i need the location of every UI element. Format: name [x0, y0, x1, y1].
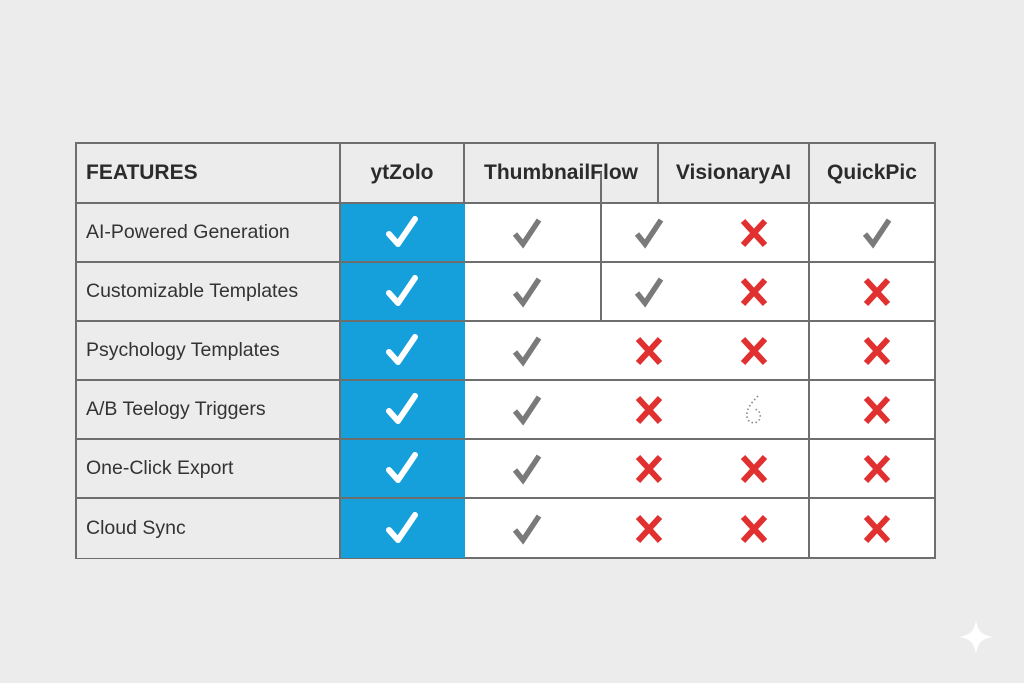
table-row: Cloud Sync: [77, 499, 934, 558]
table-row: A/B Teelogy Triggers: [77, 381, 934, 440]
checkmark-icon: [507, 213, 547, 253]
table-row: AI-Powered Generation: [77, 204, 934, 263]
checkmark-icon: [382, 509, 422, 549]
cross-icon: [734, 272, 774, 312]
feature-label: AI-Powered Generation: [77, 204, 341, 261]
checkmark-icon: [507, 390, 547, 430]
checkmark-icon: [507, 272, 547, 312]
feature-label: Cloud Sync: [77, 499, 341, 558]
divider: [600, 263, 602, 320]
header-features: FEATURES: [77, 144, 341, 204]
cross-icon: [734, 213, 774, 253]
feature-label: A/B Teelogy Triggers: [77, 381, 341, 438]
cross-icon: [734, 509, 774, 549]
spinner-icon: [734, 390, 774, 430]
divider: [808, 381, 810, 438]
checkmark-icon: [382, 449, 422, 489]
checkmark-icon: [507, 449, 547, 489]
divider: [808, 322, 810, 379]
header-quickpic: QuickPic: [810, 144, 934, 204]
cross-icon: [629, 390, 669, 430]
checkmark-icon: [382, 390, 422, 430]
checkmark-icon: [382, 331, 422, 371]
divider: [808, 499, 810, 558]
checkmark-icon: [629, 272, 669, 312]
header-ytzolo: ytZolo: [341, 144, 465, 204]
feature-label: Customizable Templates: [77, 263, 341, 320]
table-row: One-Click Export: [77, 440, 934, 499]
checkmark-icon: [507, 331, 547, 371]
divider: [600, 172, 602, 204]
feature-label: One-Click Export: [77, 440, 341, 497]
header-thumbnailflow: ThumbnailFlow: [465, 144, 659, 204]
sparkle-icon: [958, 619, 994, 655]
header-visionaryai: VisionaryAI: [659, 144, 810, 204]
cross-icon: [857, 449, 897, 489]
cross-icon: [857, 272, 897, 312]
cross-icon: [629, 331, 669, 371]
checkmark-icon: [629, 213, 669, 253]
table-row: Customizable Templates: [77, 263, 934, 322]
checkmark-icon: [857, 213, 897, 253]
table-row: Psychology Templates: [77, 322, 934, 381]
divider: [600, 204, 602, 261]
checkmark-icon: [382, 213, 422, 253]
cross-icon: [857, 509, 897, 549]
divider: [808, 204, 810, 261]
table-body: AI-Powered Generation Customizable Templa…: [77, 204, 934, 558]
cross-icon: [734, 449, 774, 489]
cross-icon: [857, 390, 897, 430]
comparison-table: FEATURES ytZolo ThumbnailFlow VisionaryA…: [75, 142, 936, 559]
checkmark-icon: [507, 509, 547, 549]
cross-icon: [734, 331, 774, 371]
cross-icon: [857, 331, 897, 371]
divider: [808, 440, 810, 497]
checkmark-icon: [382, 272, 422, 312]
cross-icon: [629, 509, 669, 549]
divider: [808, 263, 810, 320]
feature-label: Psychology Templates: [77, 322, 341, 379]
cross-icon: [629, 449, 669, 489]
